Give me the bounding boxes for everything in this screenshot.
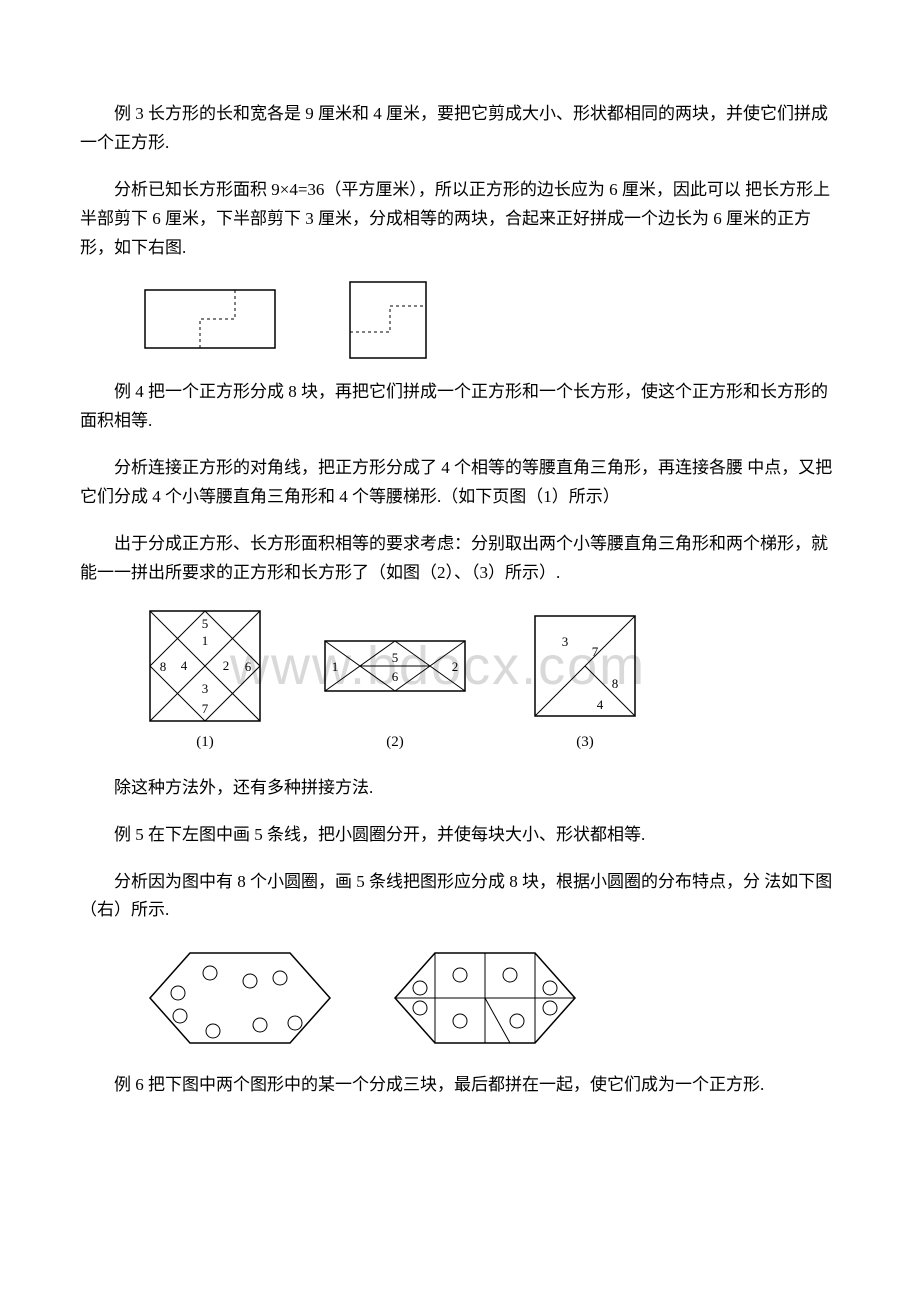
svg-text:1: 1	[202, 633, 209, 648]
svg-text:5: 5	[202, 616, 209, 631]
svg-text:7: 7	[592, 644, 599, 659]
paragraph-ex4: 例 4 把一个正方形分成 8 块，再把它们拼成一个正方形和一个长方形，使这个正方…	[80, 378, 840, 436]
figure-ex4: 5 1 4 2 3 7 8 6 (1)	[140, 606, 840, 756]
paragraph-ex3-analysis: 分析已知长方形面积 9×4=36（平方厘米），所以正方形的边长应为 6 厘米，因…	[80, 176, 840, 263]
svg-text:7: 7	[202, 701, 209, 716]
svg-text:(1): (1)	[196, 734, 214, 750]
svg-text:3: 3	[562, 634, 569, 649]
svg-text:2: 2	[223, 658, 230, 673]
svg-text:6: 6	[245, 659, 252, 674]
svg-text:8: 8	[160, 659, 167, 674]
svg-text:4: 4	[181, 658, 188, 673]
svg-text:(3): (3)	[576, 734, 594, 750]
figure-ex3	[140, 280, 840, 360]
paragraph-ex6: 例 6 把下图中两个图形中的某一个分成三块，最后都拼在一起，使它们成为一个正方形…	[80, 1071, 840, 1100]
paragraph-ex5: 例 5 在下左图中画 5 条线，把小圆圈分开，并使每块大小、形状都相等.	[80, 821, 840, 850]
paragraph-ex3: 例 3 长方形的长和宽各是 9 厘米和 4 厘米，要把它剪成大小、形状都相同的两…	[80, 100, 840, 158]
paragraph-ex4-note: 除这种方法外，还有多种拼接方法.	[80, 774, 840, 803]
svg-text:(2): (2)	[386, 734, 404, 750]
svg-text:3: 3	[202, 681, 209, 696]
svg-text:8: 8	[612, 676, 619, 691]
svg-text:6: 6	[392, 669, 399, 684]
paragraph-ex5-analysis: 分析因为图中有 8 个小圆圈，画 5 条线把图形应分成 8 块，根据小圆圈的分布…	[80, 868, 840, 926]
svg-text:1: 1	[332, 659, 339, 674]
paragraph-ex4-analysis: 分析连接正方形的对角线，把正方形分成了 4 个相等的等腰直角三角形，再连接各腰 …	[80, 454, 840, 512]
paragraph-ex4-cont: 出于分成正方形、长方形面积相等的要求考虑：分别取出两个小等腰直角三角形和两个梯形…	[80, 530, 840, 588]
svg-text:2: 2	[452, 659, 459, 674]
figure-ex5	[140, 943, 840, 1053]
svg-text:5: 5	[392, 650, 399, 665]
svg-text:4: 4	[597, 697, 604, 712]
